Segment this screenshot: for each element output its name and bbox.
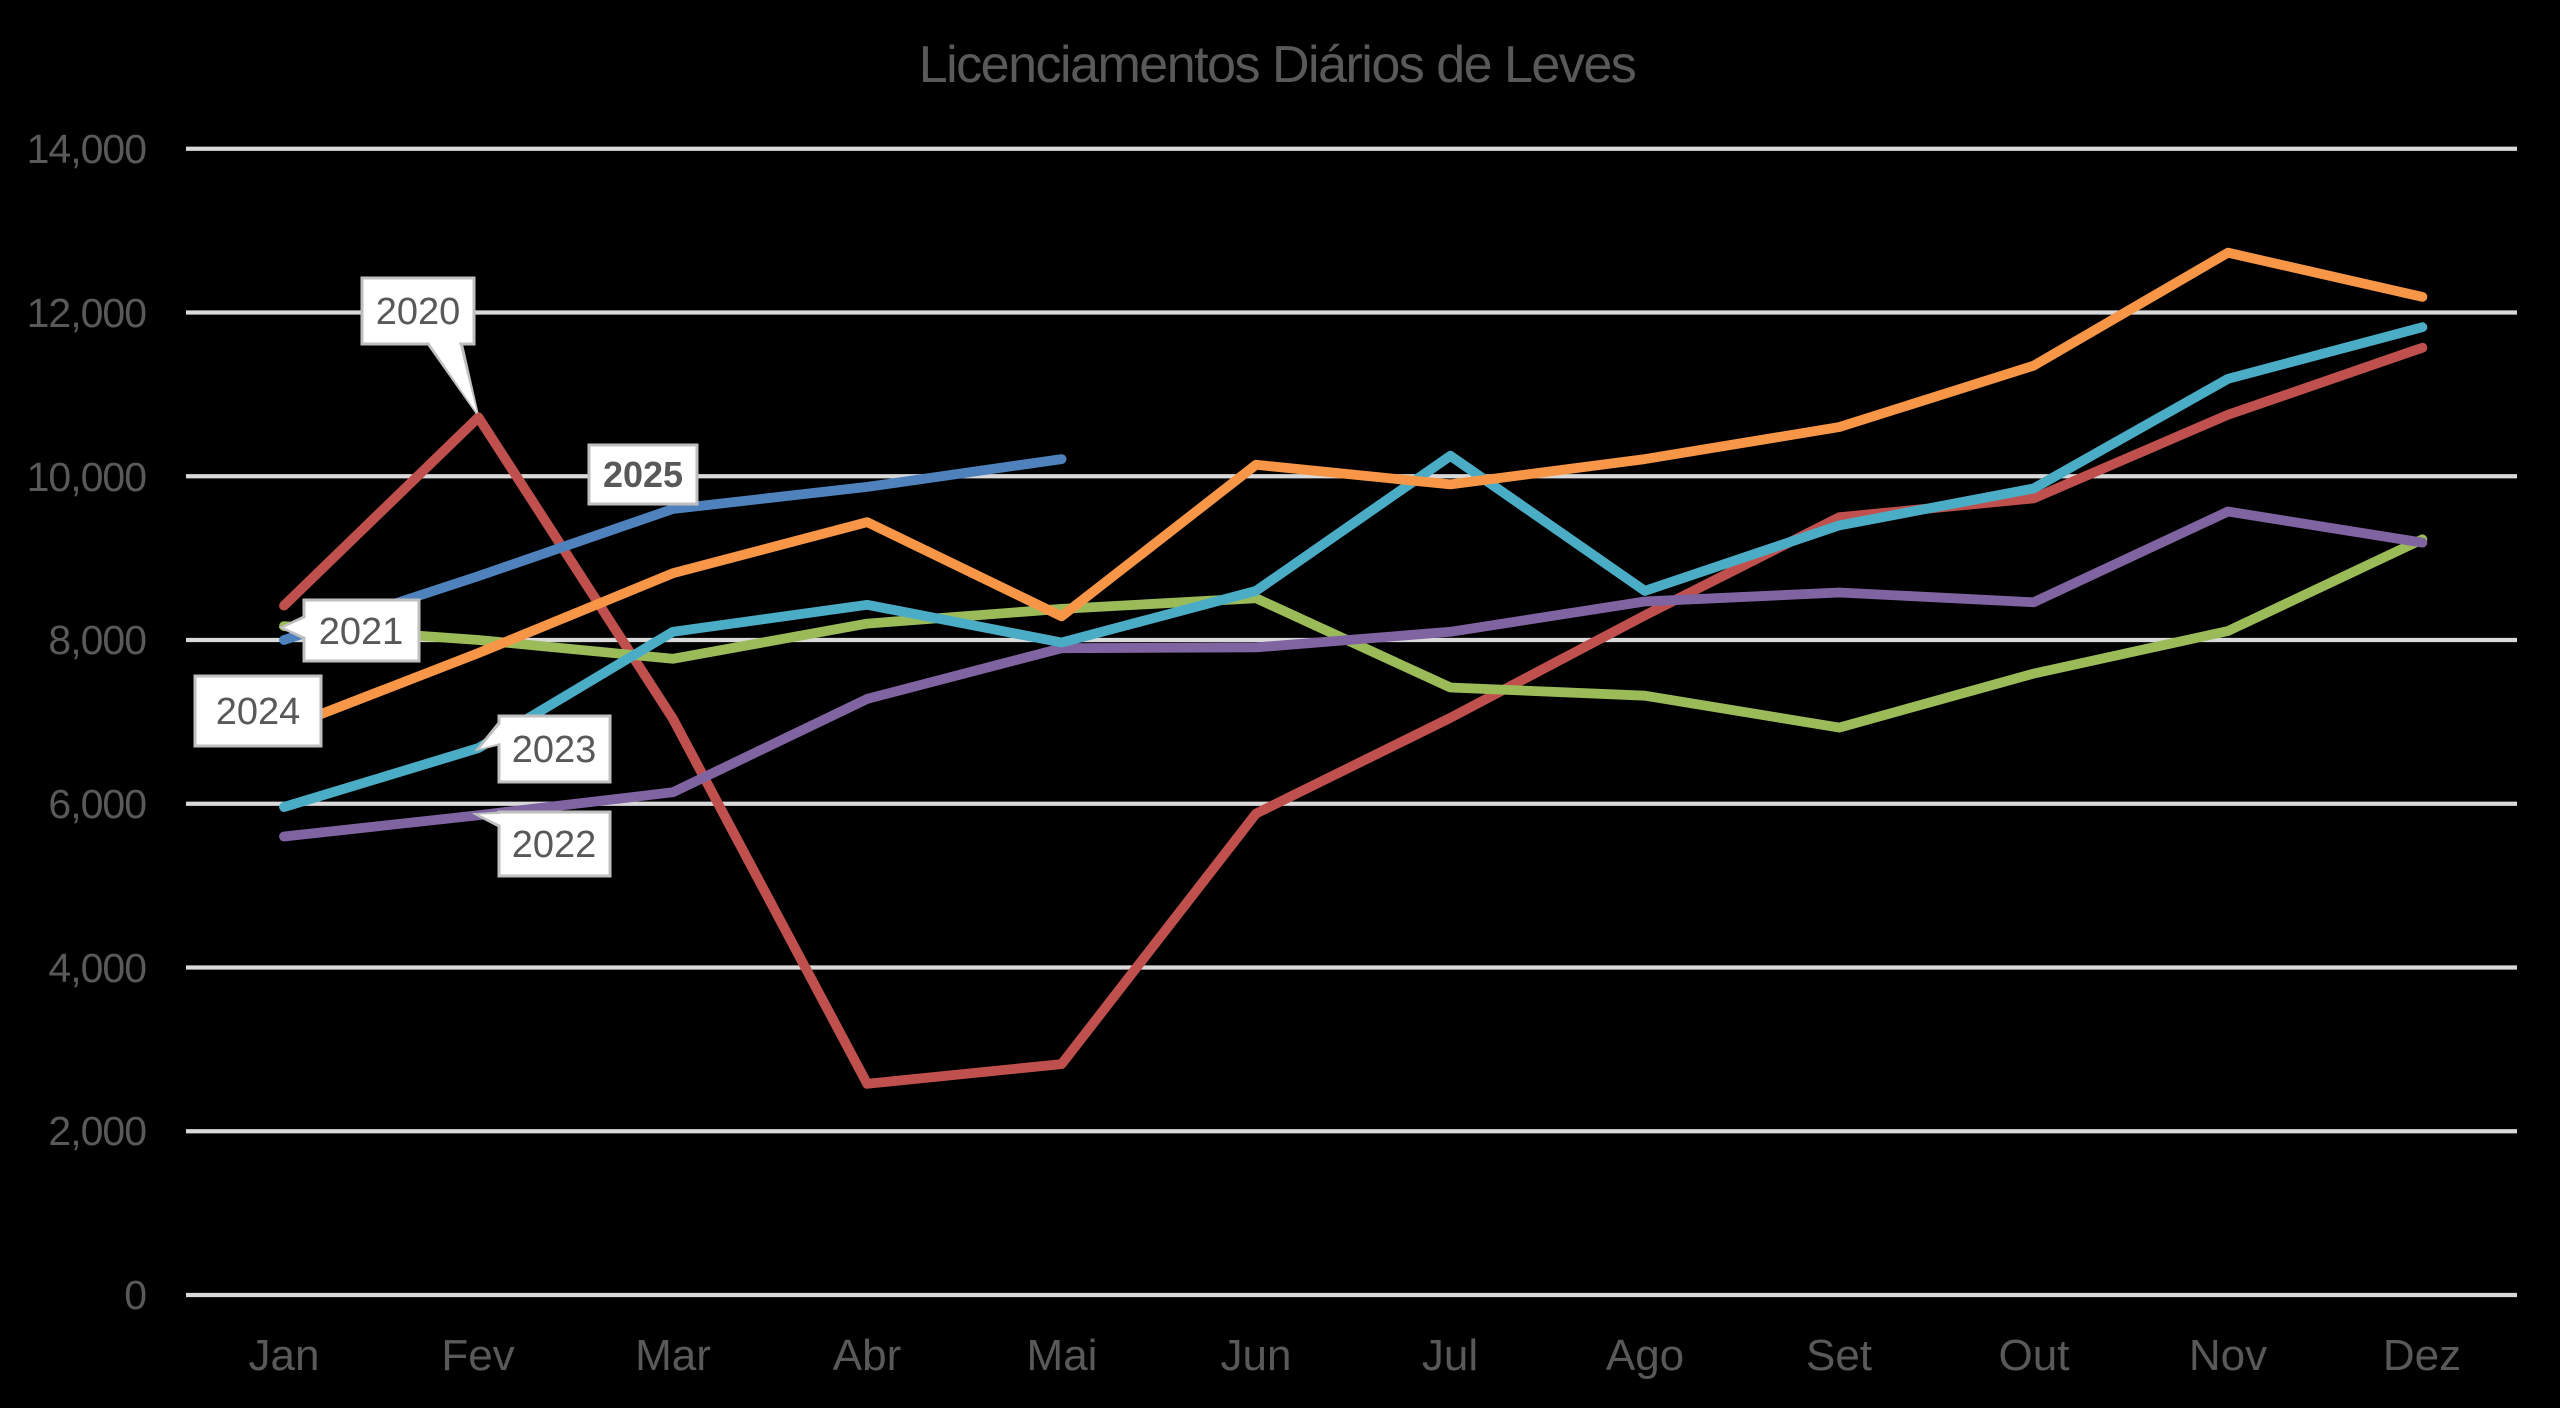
svg-text:Licenciamentos Diários de Leve: Licenciamentos Diários de Leves — [919, 36, 1636, 94]
svg-text:Nov: Nov — [2189, 1331, 2267, 1380]
svg-text:Abr: Abr — [833, 1331, 901, 1380]
svg-text:2022: 2022 — [512, 824, 597, 866]
svg-text:Dez: Dez — [2383, 1331, 2461, 1380]
svg-text:2025: 2025 — [603, 454, 683, 495]
svg-text:Jan: Jan — [249, 1331, 320, 1380]
svg-text:14,000: 14,000 — [27, 126, 147, 172]
svg-text:4,000: 4,000 — [48, 945, 146, 991]
svg-text:Mar: Mar — [635, 1331, 711, 1380]
svg-text:Jun: Jun — [1221, 1331, 1292, 1380]
svg-text:0: 0 — [124, 1272, 146, 1318]
svg-text:6,000: 6,000 — [48, 781, 146, 827]
svg-text:2020: 2020 — [376, 291, 461, 333]
svg-text:2023: 2023 — [512, 729, 597, 771]
svg-text:Fev: Fev — [441, 1331, 514, 1380]
svg-text:Jul: Jul — [1422, 1331, 1478, 1380]
svg-text:2,000: 2,000 — [48, 1108, 146, 1154]
svg-text:Ago: Ago — [1606, 1331, 1684, 1380]
svg-text:12,000: 12,000 — [27, 290, 147, 336]
svg-text:Mai: Mai — [1027, 1331, 1098, 1380]
svg-text:10,000: 10,000 — [27, 454, 147, 500]
svg-text:Out: Out — [1999, 1331, 2070, 1380]
svg-text:8,000: 8,000 — [48, 617, 146, 663]
svg-text:2024: 2024 — [216, 691, 301, 733]
svg-text:2021: 2021 — [319, 611, 404, 653]
svg-text:Set: Set — [1806, 1331, 1872, 1380]
